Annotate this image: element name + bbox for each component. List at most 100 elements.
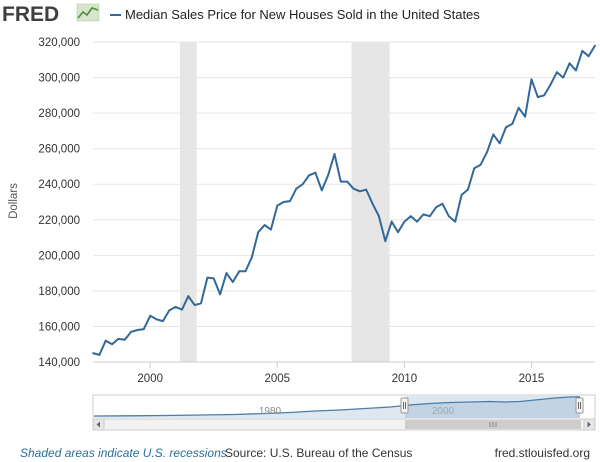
data-point[interactable]	[543, 94, 546, 97]
data-point[interactable]	[556, 71, 558, 74]
data-point[interactable]	[562, 76, 565, 79]
data-point[interactable]	[123, 338, 126, 341]
data-point[interactable]	[359, 190, 361, 193]
data-point[interactable]	[530, 78, 533, 81]
data-point[interactable]	[524, 115, 526, 118]
data-point[interactable]	[339, 180, 342, 183]
recession-band	[179, 42, 197, 362]
data-point[interactable]	[587, 55, 590, 58]
data-point[interactable]	[384, 240, 387, 243]
data-point[interactable]	[378, 215, 380, 218]
navigator-selection[interactable]	[405, 396, 580, 418]
data-point[interactable]	[320, 189, 323, 192]
data-point[interactable]	[251, 256, 253, 258]
data-point[interactable]	[263, 224, 266, 227]
y-tick-label: 220,000	[38, 215, 80, 227]
data-point[interactable]	[155, 318, 158, 321]
data-point[interactable]	[505, 126, 507, 129]
data-point[interactable]	[295, 187, 298, 190]
navigator-handle-right[interactable]	[575, 397, 584, 414]
y-tick-label: 180,000	[38, 286, 80, 298]
data-point[interactable]	[314, 171, 317, 174]
data-point[interactable]	[238, 270, 241, 273]
data-point[interactable]	[441, 202, 444, 205]
data-point[interactable]	[479, 163, 482, 166]
range-navigator[interactable]: 1980 2000	[92, 394, 596, 420]
data-point[interactable]	[200, 302, 202, 305]
data-point[interactable]	[403, 220, 406, 223]
data-point[interactable]	[511, 122, 514, 125]
data-point[interactable]	[333, 153, 336, 155]
data-point[interactable]	[346, 180, 349, 183]
data-point[interactable]	[149, 314, 152, 317]
site-link[interactable]: fred.stlouisfed.org	[495, 446, 590, 460]
data-point[interactable]	[244, 270, 247, 273]
data-point[interactable]	[301, 183, 304, 186]
data-point[interactable]	[193, 304, 196, 306]
data-point[interactable]	[371, 202, 374, 205]
data-point[interactable]	[104, 339, 107, 342]
y-tick-label: 260,000	[38, 144, 80, 156]
data-point[interactable]	[568, 62, 571, 65]
data-point[interactable]	[581, 50, 584, 52]
data-point[interactable]	[117, 338, 120, 340]
data-point[interactable]	[225, 272, 228, 274]
data-point[interactable]	[473, 167, 476, 170]
data-point[interactable]	[492, 133, 495, 136]
data-point[interactable]	[162, 320, 164, 322]
data-point[interactable]	[422, 213, 425, 216]
navigator-handle-left[interactable]	[400, 397, 409, 414]
fred-logo[interactable]: FRED	[2, 3, 59, 26]
data-point[interactable]	[98, 354, 101, 356]
scroll-left-button[interactable]	[92, 418, 105, 431]
data-point[interactable]	[435, 206, 437, 209]
data-point[interactable]	[498, 142, 501, 145]
data-point[interactable]	[257, 231, 260, 234]
data-point[interactable]	[136, 329, 139, 331]
data-point[interactable]	[536, 96, 539, 98]
data-point[interactable]	[397, 231, 399, 234]
data-point[interactable]	[206, 276, 209, 279]
data-point[interactable]	[270, 228, 272, 231]
data-point[interactable]	[187, 295, 190, 298]
data-point[interactable]	[517, 106, 520, 109]
legend-label[interactable]: Median Sales Price for New Houses Sold i…	[125, 7, 480, 22]
data-point[interactable]	[282, 201, 285, 203]
data-point[interactable]	[409, 215, 412, 218]
series-layer	[92, 44, 596, 356]
data-point[interactable]	[174, 306, 177, 308]
scroll-right-button[interactable]	[583, 418, 596, 431]
data-point[interactable]	[352, 187, 355, 190]
data-point[interactable]	[390, 220, 393, 223]
data-point[interactable]	[142, 328, 145, 330]
data-point[interactable]	[365, 188, 368, 191]
data-point[interactable]	[327, 174, 329, 177]
series-line[interactable]	[92, 45, 596, 356]
data-point[interactable]	[549, 83, 552, 86]
data-point[interactable]	[416, 220, 418, 223]
data-point[interactable]	[447, 215, 450, 218]
data-point[interactable]	[168, 309, 171, 312]
fred-graph-icon	[76, 3, 100, 22]
data-point[interactable]	[212, 277, 215, 280]
data-point[interactable]	[460, 194, 463, 196]
data-point[interactable]	[454, 220, 457, 223]
data-point[interactable]	[276, 204, 279, 207]
data-point[interactable]	[467, 188, 469, 191]
data-point[interactable]	[289, 200, 291, 203]
data-point[interactable]	[575, 69, 577, 72]
y-tick-label: 200,000	[38, 250, 80, 262]
range-scrollbar[interactable]	[92, 418, 596, 431]
grid-lines	[93, 41, 595, 363]
data-point[interactable]	[594, 44, 596, 47]
data-point[interactable]	[130, 330, 133, 333]
data-point[interactable]	[181, 308, 183, 311]
y-tick-label: 240,000	[38, 179, 80, 191]
data-point[interactable]	[92, 352, 94, 354]
data-point[interactable]	[219, 293, 222, 296]
data-point[interactable]	[308, 174, 310, 177]
data-point[interactable]	[111, 343, 113, 346]
data-point[interactable]	[231, 281, 234, 283]
data-point[interactable]	[428, 215, 431, 218]
data-point[interactable]	[486, 151, 488, 154]
